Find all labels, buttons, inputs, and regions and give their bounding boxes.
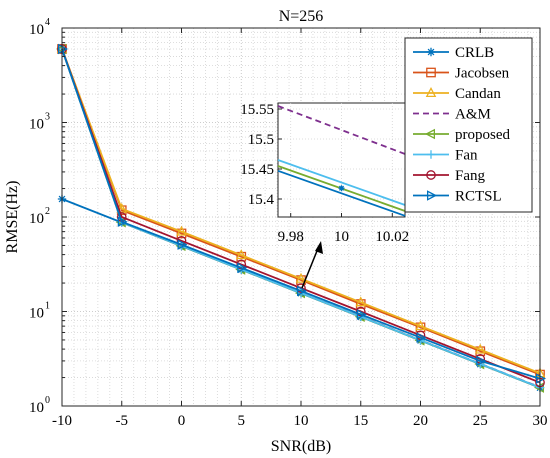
legend-label: A&M [455,107,491,123]
series-layer [55,42,547,393]
series-candan [56,42,546,378]
y-axis-label: RMSE(Hz) [4,181,21,254]
data-point-fang [296,283,306,293]
data-point-candan [235,249,247,260]
legend-label: CRLB [455,45,494,61]
x-tick-label: 10 [294,413,309,429]
legend-marker [426,190,438,201]
data-point-fang [355,306,366,317]
legend-item-rctsl: RCTSL [413,189,502,205]
x-tick-label: 30 [533,413,548,429]
x-tick-label: 0 [178,413,186,429]
x-tick-label: 25 [473,413,488,429]
legend-marker [426,170,436,180]
y-tick-exponent: 4 [45,17,50,28]
data-point-rctsl [177,239,188,250]
inset-x-tick-label: 9.98 [278,229,304,245]
legend-box [404,37,533,213]
legend-marker [426,47,436,57]
legend-item-jacobsen: Jacobsen [413,66,510,82]
y-tick-exponent: 2 [45,206,50,217]
legend-item-crlb: CRLB [413,45,494,61]
data-point-candan [355,296,367,307]
inset-y-tick-label: 15.45 [240,162,274,178]
legend-label: Fang [455,168,486,184]
y-tick-label: 10 [29,117,44,133]
inset-line-a-m [277,105,406,155]
zoom-arrow [301,241,323,289]
data-point-rctsl [476,355,487,367]
legend-item-fan: Fan [413,148,478,164]
data-point-rctsl [117,216,128,228]
data-point-rctsl [356,309,367,320]
legend-label: Candan [455,86,501,102]
y-tick-exponent: 3 [45,112,50,123]
inset-x-tick-label: 10.02 [375,229,409,245]
x-tick-label: -5 [116,413,129,429]
x-tick-label: -10 [52,413,72,429]
legend-item-fang: Fang [413,168,486,184]
x-tick-label: 15 [353,413,368,429]
legend: CRLB Jacobsen Candan A&M proposed Fan Fang RCTS… [404,37,533,213]
x-tick-label: 20 [413,413,428,429]
data-point-rctsl [296,285,308,297]
inset-line-crlb [277,169,406,217]
data-point-rctsl [57,43,69,55]
inset-y-tick-label: 15.55 [240,102,274,118]
data-point-rctsl [416,332,427,343]
legend-label: Jacobsen [455,66,510,82]
series-line-jacobsen [61,48,541,376]
series-line-rctsl [61,48,541,380]
legend-marker [425,86,437,98]
legend-marker [424,128,436,140]
y-tick-label: 10 [29,306,44,322]
y-tick-label: 10 [29,400,44,416]
data-point-candan [415,320,426,331]
data-point-candan [295,272,307,283]
chart-title: N=256 [279,8,324,25]
legend-item-proposed: proposed [413,127,510,143]
inset-y-tick-label: 15.4 [248,192,275,208]
legend-label: Fan [455,148,478,164]
legend-label: proposed [455,127,510,143]
legend-item-a-m: A&M [413,107,491,123]
legend-item-candan: Candan [413,86,501,102]
zoom-inset: 9.98 10 10.02 15.4 15.45 15.5 15.55 [240,102,409,245]
y-tick-exponent: 0 [45,395,50,406]
y-tick-label: 10 [29,22,44,38]
inset-data-point-crlb [338,185,345,192]
series-rctsl [57,43,547,384]
data-point-candan [474,343,486,354]
y-tick-exponent: 1 [45,301,50,312]
y-tick-label: 10 [29,211,44,227]
data-point-candan [176,225,187,236]
legend-marker [426,67,436,78]
series-line-candan [61,48,541,375]
legend-marker [426,150,436,159]
x-tick-label: 5 [238,413,246,429]
inset-y-tick-label: 15.5 [248,132,274,148]
inset-line-fan [277,159,406,206]
data-point-rctsl [237,262,248,274]
legend-label: RCTSL [455,189,502,205]
x-axis-label: SNR(dB) [271,438,331,455]
inset-x-tick-label: 10 [334,229,349,245]
data-point-rctsl [535,373,547,384]
